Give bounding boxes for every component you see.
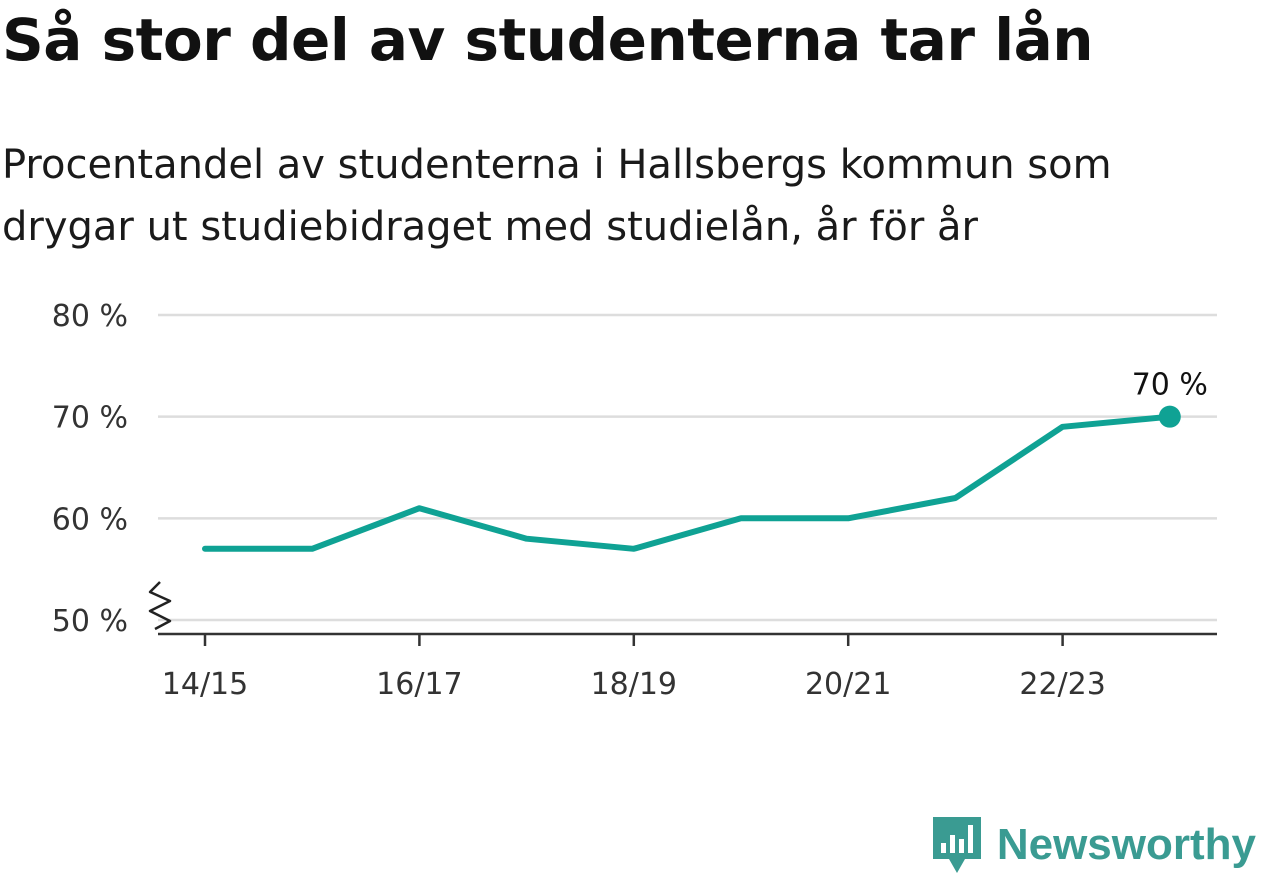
- x-tick-label: 14/15: [162, 667, 248, 702]
- newsworthy-logo: Newsworthy: [931, 815, 1256, 875]
- series-line: [202, 413, 1173, 552]
- last-data-point: [1158, 405, 1181, 428]
- y-tick-label: 50 %: [52, 604, 128, 639]
- newsworthy-logo-icon: [932, 817, 981, 873]
- x-tick-label: 16/17: [376, 667, 462, 702]
- y-tick-label: 80 %: [52, 299, 128, 334]
- y-tick-label: 60 %: [52, 502, 128, 537]
- axis-break-marker: [148, 581, 172, 631]
- chart-subtitle: Procentandel av studenterna i Hallsbergs…: [2, 142, 1112, 250]
- x-tick-label: 22/23: [1019, 667, 1105, 702]
- x-tick-label: 18/19: [591, 667, 677, 702]
- newsworthy-logo-text: Newsworthy: [996, 820, 1256, 869]
- x-tick-label: 20/21: [805, 667, 891, 702]
- chart-title: Så stor del av studenterna tar lån: [2, 6, 1094, 74]
- last-value-label: 70 %: [1132, 368, 1208, 403]
- y-tick-label: 70 %: [52, 401, 128, 436]
